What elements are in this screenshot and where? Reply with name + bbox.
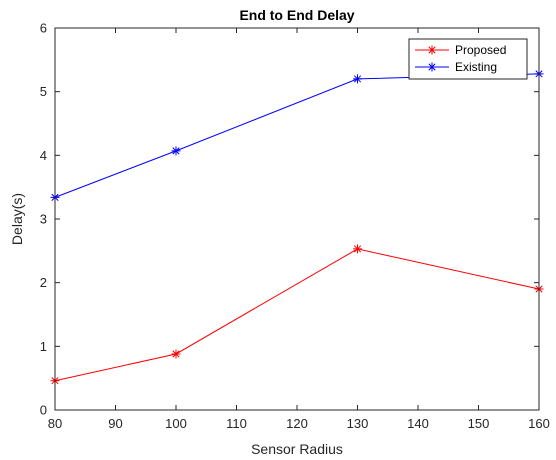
y-axis-label: Delay(s) — [9, 193, 25, 245]
legend-label-proposed: Proposed — [455, 43, 506, 57]
plot-area — [55, 28, 539, 410]
axes-layer: 80 90 100 110 120 130 140 150 160 0 1 2 3 4 5 6 — [40, 21, 550, 432]
legend: Proposed Existing — [408, 38, 528, 80]
legend-label-existing: Existing — [455, 60, 497, 74]
y-tick-label: 6 — [40, 21, 47, 36]
x-tick-label: 110 — [226, 416, 247, 431]
legend-marker-existing — [427, 62, 437, 72]
x-tick-label: 160 — [528, 416, 550, 431]
x-axis-label: Sensor Radius — [251, 441, 343, 457]
x-tick-label: 90 — [108, 416, 122, 431]
y-tick-label: 3 — [40, 212, 47, 227]
y-tick-label: 2 — [40, 275, 47, 290]
series-line-proposed — [54, 248, 540, 382]
legend-marker-proposed — [427, 45, 437, 55]
y-tick-label: 5 — [40, 84, 47, 99]
chart-title: End to End Delay — [239, 7, 354, 23]
data-point-proposed — [171, 349, 181, 359]
x-tick-label: 100 — [165, 416, 187, 431]
x-tick-label: 150 — [468, 416, 490, 431]
data-point-existing — [353, 74, 362, 84]
legend-box — [408, 38, 528, 80]
plot-background — [55, 28, 539, 410]
x-tick-label: 140 — [407, 416, 429, 431]
x-tick-label: 80 — [48, 416, 62, 431]
y-tick-label: 0 — [40, 403, 47, 418]
y-tick-label: 1 — [40, 339, 47, 354]
x-tick-label: 130 — [347, 416, 369, 431]
data-point-existing — [171, 146, 181, 156]
data-point-proposed — [353, 244, 362, 254]
y-tick-label: 4 — [40, 148, 47, 163]
x-tick-label: 120 — [286, 416, 308, 431]
